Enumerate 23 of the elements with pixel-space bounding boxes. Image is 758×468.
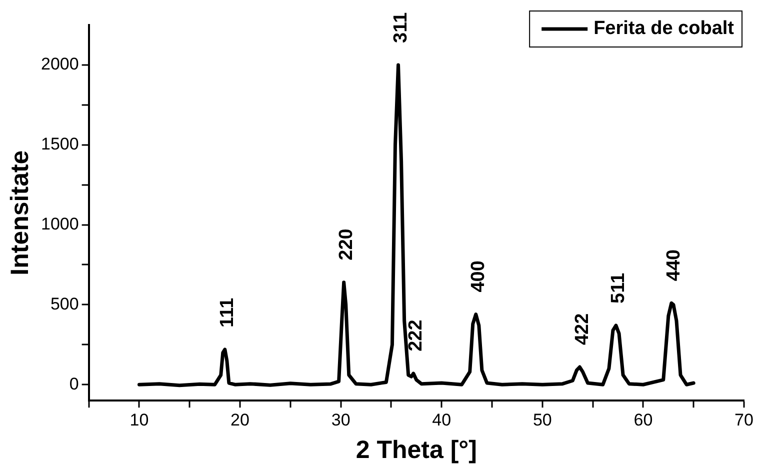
y-tick-label: 500 — [50, 294, 79, 314]
annotation: 311 — [390, 12, 412, 43]
x-tick-label: 30 — [331, 410, 350, 430]
annotation: 222 — [406, 320, 427, 352]
y-tick-label: 0 — [69, 374, 79, 394]
y-tick-label: 2000 — [40, 54, 79, 74]
annotation: 111 — [217, 297, 238, 328]
annotation: 400 — [468, 260, 490, 292]
x-tick-label: 40 — [432, 410, 452, 430]
annotation: 422 — [572, 313, 593, 346]
x-tick-label: 70 — [734, 410, 754, 430]
x-tick-label: 10 — [130, 410, 149, 430]
y-tick-label: 1000 — [40, 214, 79, 234]
annotation: 220 — [336, 228, 358, 260]
annotation: 440 — [664, 249, 685, 282]
legend-label: Ferita de cobalt — [594, 18, 735, 40]
y-tick-label: 1500 — [40, 134, 79, 154]
y-axis-title: Intensitate — [6, 150, 34, 276]
x-tick-label: 50 — [532, 410, 552, 430]
x-tick-label: 60 — [634, 410, 653, 430]
annotation: 511 — [608, 272, 630, 304]
x-axis-title: 2 Theta [°] — [356, 436, 477, 464]
x-tick-label: 20 — [230, 410, 250, 430]
